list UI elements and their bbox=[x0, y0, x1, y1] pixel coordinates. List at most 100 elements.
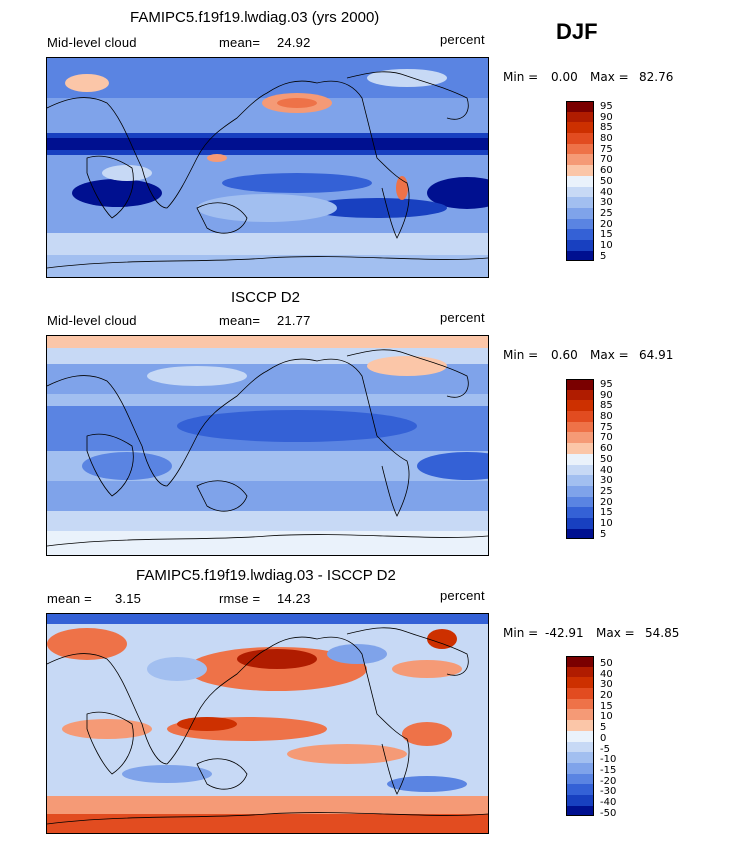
panel2-tick: 10 bbox=[600, 517, 613, 529]
panel2-tick: 25 bbox=[600, 485, 613, 497]
panel1-tick: 95 bbox=[600, 101, 613, 112]
panel3-tick: -50 bbox=[600, 807, 617, 819]
panel3-colorbar-swatch bbox=[566, 709, 594, 721]
panel3-colorbar-ticks: 50 40 30 20 15 10 5 0 -5 -10 -15 -20 -30… bbox=[600, 659, 616, 819]
panel1-map-svg bbox=[47, 58, 488, 277]
season-label: DJF bbox=[556, 19, 598, 44]
panel1-colorbar-swatch bbox=[566, 218, 594, 230]
panel2-tick: 75 bbox=[600, 421, 613, 433]
panel1-colorbar-swatch bbox=[566, 143, 594, 155]
panel2-tick: 60 bbox=[600, 443, 613, 455]
panel2-colorbar-swatch bbox=[566, 485, 594, 497]
panel2-tick: 80 bbox=[600, 411, 613, 423]
panel2-title: ISCCP D2 bbox=[231, 289, 300, 306]
panel2-tick: 20 bbox=[600, 496, 613, 508]
panel1-colorbar-swatch bbox=[566, 186, 594, 198]
panel1-title: FAMIPC5.f19f19.lwdiag.03 (yrs 2000) bbox=[130, 9, 380, 26]
panel3-colorbar-swatch bbox=[566, 794, 594, 806]
panel1-tick: 60 bbox=[600, 165, 613, 177]
panel1-tick: 40 bbox=[600, 186, 613, 198]
panel1-colorbar-swatch bbox=[566, 101, 594, 112]
panel2-mean-value: 21.77 bbox=[277, 313, 311, 328]
panel2-map-svg bbox=[47, 336, 488, 555]
panel2-colorbar-swatch bbox=[566, 421, 594, 433]
panel2-colorbar-swatch bbox=[566, 507, 594, 518]
panel2-colorbar-swatch bbox=[566, 432, 594, 444]
panel1-colorbar-swatch bbox=[566, 239, 594, 251]
panel1-colorbar-swatch bbox=[566, 133, 594, 144]
panel3-tick: 20 bbox=[600, 690, 613, 702]
panel3-colorbar-swatch bbox=[566, 730, 594, 742]
panel3-tick: -30 bbox=[600, 786, 617, 798]
panel2-tick: 5 bbox=[600, 528, 607, 540]
panel2-tick: 50 bbox=[600, 453, 613, 465]
panel3-tick: -15 bbox=[600, 764, 617, 776]
panel3-tick: 10 bbox=[600, 711, 613, 723]
panel2-variable-label: Mid-level cloud bbox=[47, 313, 137, 328]
panel1-colorbar-swatch bbox=[566, 250, 594, 262]
panel3-tick: 50 bbox=[600, 658, 613, 669]
panel3-max-label: Max = bbox=[596, 626, 635, 640]
panel3-rmse-label: rmse = bbox=[219, 591, 261, 606]
panel3-min-label: Min = bbox=[503, 626, 539, 640]
panel2-tick: 40 bbox=[600, 464, 613, 476]
panel1-min-label: Min = bbox=[503, 70, 539, 84]
panel1-tick: 75 bbox=[600, 143, 613, 155]
panel2-colorbar-swatch bbox=[566, 528, 594, 540]
panel2-colorbar-swatch bbox=[566, 475, 594, 486]
panel2-tick: 70 bbox=[600, 432, 613, 444]
panel2-colorbar-swatch bbox=[566, 453, 594, 465]
panel2-colorbar-swatch bbox=[566, 496, 594, 508]
panel3-max-value: 54.85 bbox=[645, 626, 680, 640]
panel2-colorbar-swatch bbox=[566, 464, 594, 476]
panel1-tick: 70 bbox=[600, 154, 613, 166]
panel1-max-value: 82.76 bbox=[639, 70, 674, 84]
panel2-min-value: 0.60 bbox=[551, 348, 578, 362]
panel3-min-value: -42.91 bbox=[545, 626, 584, 640]
panel3-colorbar-swatch bbox=[566, 773, 594, 785]
panel2-colorbar-swatch bbox=[566, 379, 594, 390]
panel3-tick: 15 bbox=[600, 700, 613, 712]
panel1-colorbar-swatch bbox=[566, 154, 594, 166]
panel3-colorbar-swatch bbox=[566, 677, 594, 689]
panel1-mean-label: mean= bbox=[219, 35, 261, 50]
panel1-max-label: Max = bbox=[590, 70, 629, 84]
panel1-tick: 10 bbox=[600, 239, 613, 251]
panel1-colorbar bbox=[566, 101, 594, 262]
panel3-colorbar-swatch bbox=[566, 666, 594, 678]
panel1-tick: 25 bbox=[600, 207, 613, 219]
panel2-mean-label: mean= bbox=[219, 313, 261, 328]
panel3-colorbar-swatch bbox=[566, 741, 594, 753]
panel1-map bbox=[46, 57, 489, 278]
panel2-colorbar-swatch bbox=[566, 411, 594, 422]
panel3-units: percent bbox=[440, 588, 485, 603]
panel1-colorbar-swatch bbox=[566, 175, 594, 187]
panel3-colorbar-swatch bbox=[566, 656, 594, 667]
panel1-tick: 50 bbox=[600, 175, 613, 187]
panel1-tick: 20 bbox=[600, 218, 613, 230]
panel3-tick: 30 bbox=[600, 679, 613, 691]
panel3-tick: -40 bbox=[600, 796, 617, 808]
panel3-colorbar-swatch bbox=[566, 688, 594, 699]
panel3-tick: -10 bbox=[600, 754, 617, 766]
panel2-colorbar bbox=[566, 379, 594, 540]
panel1-tick: 30 bbox=[600, 197, 613, 209]
panel1-tick: 5 bbox=[600, 250, 607, 262]
panel2-colorbar-swatch bbox=[566, 443, 594, 454]
panel2-tick: 90 bbox=[600, 389, 613, 401]
panel3-colorbar-swatch bbox=[566, 698, 594, 710]
panel1-tick: 85 bbox=[600, 122, 613, 134]
panel1-units: percent bbox=[440, 32, 485, 47]
panel1-tick: 80 bbox=[600, 133, 613, 145]
panel3-map-svg bbox=[47, 614, 488, 833]
panel3-tick: 40 bbox=[600, 668, 613, 680]
panel3-mean-value: 3.15 bbox=[115, 591, 142, 606]
panel1-colorbar-swatch bbox=[566, 111, 594, 123]
panel2-map bbox=[46, 335, 489, 556]
panel1-colorbar-swatch bbox=[566, 165, 594, 176]
panel3-colorbar bbox=[566, 656, 594, 817]
panel2-tick: 95 bbox=[600, 379, 613, 390]
panel3-tick: -20 bbox=[600, 775, 617, 787]
panel3-colorbar-swatch bbox=[566, 805, 594, 817]
panel2-tick: 85 bbox=[600, 400, 613, 412]
